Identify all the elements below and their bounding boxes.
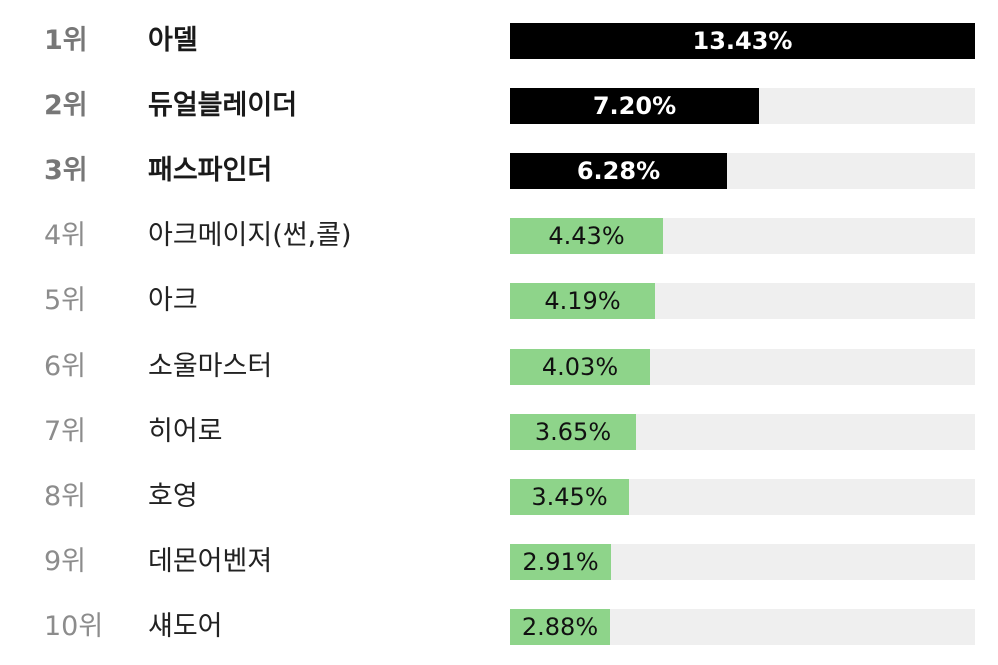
ranking-row: 10위 섀도어 2.88% — [0, 609, 998, 645]
bar-track: 7.20% — [510, 88, 975, 124]
bar-value-label: 3.45% — [531, 483, 608, 511]
rank-label: 4위 — [44, 220, 87, 251]
bar-track: 13.43% — [510, 23, 975, 59]
rank-label: 10위 — [44, 611, 104, 642]
bar-value-label: 13.43% — [692, 27, 793, 55]
ranking-row: 9위 데몬어벤져 2.91% — [0, 544, 998, 580]
bar-track: 2.88% — [510, 609, 975, 645]
ranking-row: 4위 아크메이지(썬,콜) 4.43% — [0, 218, 998, 254]
bar-track: 2.91% — [510, 544, 975, 580]
bar-value-label: 3.65% — [534, 418, 612, 446]
bar: 3.45% — [510, 479, 629, 515]
ranking-row: 7위 히어로 3.65% — [0, 414, 998, 450]
bar-value-label: 7.20% — [592, 92, 677, 120]
rank-label: 8위 — [44, 481, 87, 512]
rank-label: 9위 — [44, 546, 87, 577]
ranking-row: 3위 패스파인더 6.28% — [0, 153, 998, 189]
ranking-row: 6위 소울마스터 4.03% — [0, 349, 998, 385]
bar-track: 4.03% — [510, 349, 975, 385]
class-name-label: 듀얼블레이더 — [148, 90, 298, 121]
ranking-row: 1위 아델 13.43% — [0, 23, 998, 59]
class-name-label: 섀도어 — [148, 611, 223, 642]
bar: 2.88% — [510, 609, 610, 645]
ranking-row: 2위 듀얼블레이더 7.20% — [0, 88, 998, 124]
bar-value-label: 6.28% — [576, 157, 661, 185]
bar: 4.19% — [510, 283, 655, 319]
bar-value-label: 4.43% — [548, 222, 625, 250]
bar: 4.03% — [510, 349, 650, 385]
class-name-label: 아델 — [148, 25, 198, 56]
ranking-row: 8위 호영 3.45% — [0, 479, 998, 515]
bar-track: 6.28% — [510, 153, 975, 189]
class-name-label: 패스파인더 — [148, 155, 273, 186]
rank-label: 7위 — [44, 416, 87, 447]
class-name-label: 호영 — [148, 481, 198, 512]
class-name-label: 소울마스터 — [148, 351, 273, 382]
class-name-label: 아크 — [148, 285, 198, 316]
bar-value-label: 4.19% — [544, 287, 621, 315]
ranking-row: 5위 아크 4.19% — [0, 283, 998, 319]
bar-value-label: 2.88% — [521, 613, 599, 641]
bar-value-label: 4.03% — [541, 353, 619, 381]
bar-track: 4.43% — [510, 218, 975, 254]
class-name-label: 아크메이지(썬,콜) — [148, 220, 352, 251]
bar-track: 3.45% — [510, 479, 975, 515]
bar-track: 4.19% — [510, 283, 975, 319]
bar: 7.20% — [510, 88, 759, 124]
bar: 6.28% — [510, 153, 727, 189]
rank-label: 3위 — [44, 155, 88, 186]
bar-track: 3.65% — [510, 414, 975, 450]
rank-label: 6위 — [44, 351, 87, 382]
bar: 13.43% — [510, 23, 975, 59]
rank-label: 1위 — [44, 25, 88, 56]
bar-value-label: 2.91% — [522, 548, 599, 576]
class-name-label: 히어로 — [148, 416, 223, 447]
rank-label: 5위 — [44, 285, 87, 316]
rank-label: 2위 — [44, 90, 88, 121]
bar: 3.65% — [510, 414, 636, 450]
bar: 4.43% — [510, 218, 663, 254]
class-name-label: 데몬어벤져 — [148, 546, 273, 577]
bar: 2.91% — [510, 544, 611, 580]
